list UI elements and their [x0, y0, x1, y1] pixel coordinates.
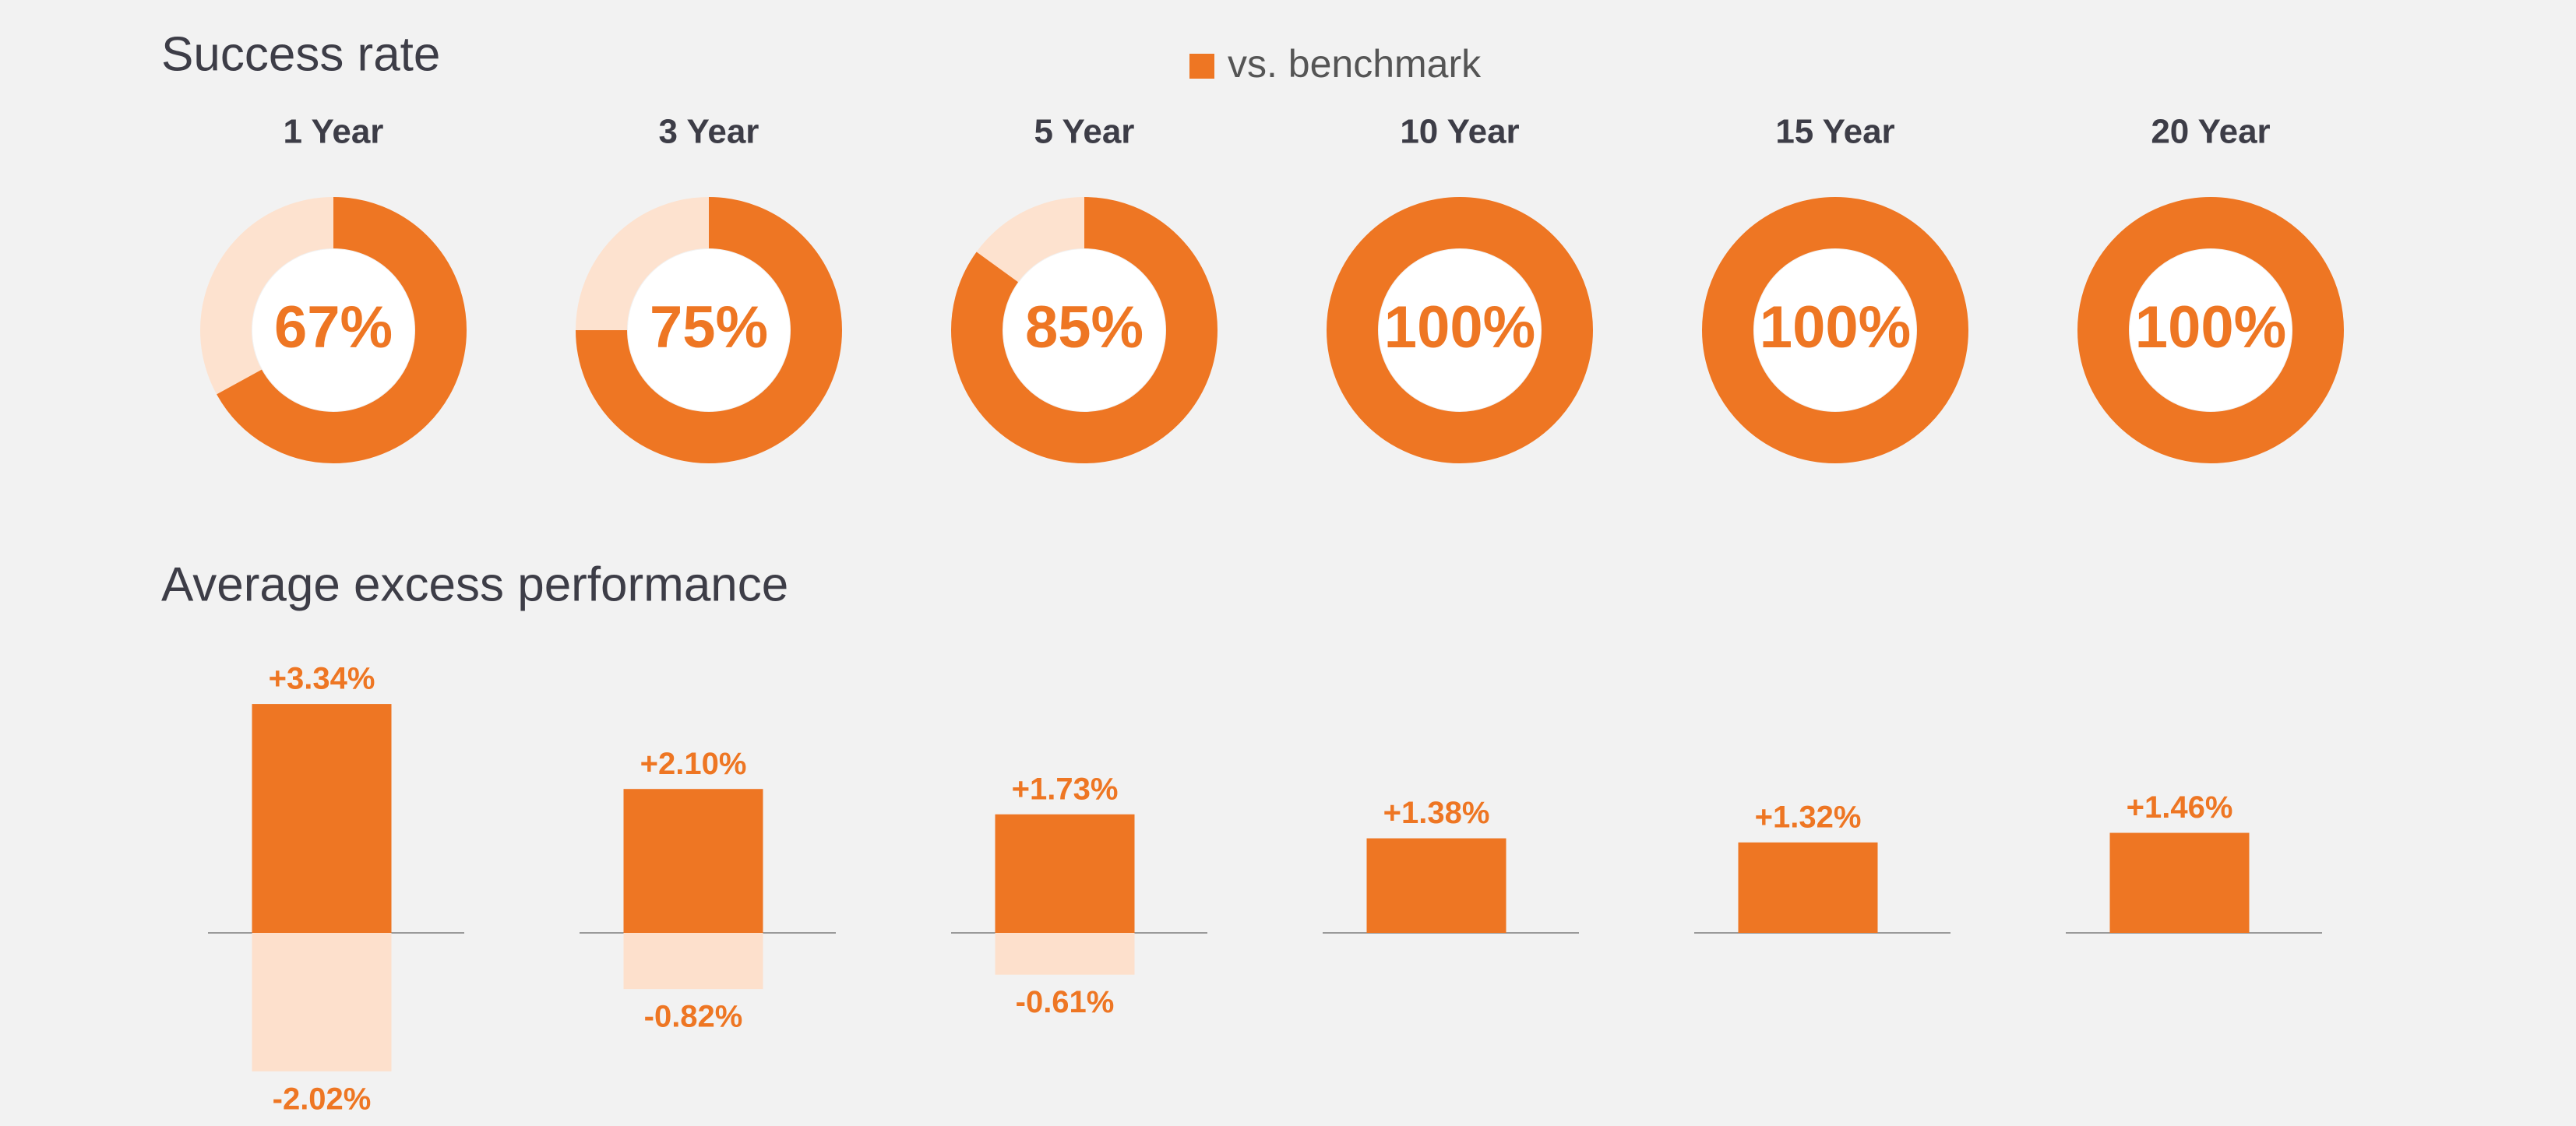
donut-label: 100% — [1384, 294, 1535, 361]
donut-label: 100% — [1760, 294, 1911, 361]
donut-hole — [628, 249, 790, 411]
donut-hole — [1754, 249, 1916, 411]
bar-label: +2.10% — [640, 747, 747, 781]
column-header: 10 Year — [1400, 113, 1519, 151]
bar — [252, 704, 392, 933]
donut-arc — [1702, 197, 1968, 463]
bar-label: -2.02% — [273, 1082, 372, 1116]
bar — [623, 789, 763, 933]
bar — [252, 933, 392, 1071]
column-header: 3 Year — [659, 113, 759, 151]
bar-label: +1.73% — [1012, 772, 1119, 806]
bar-label: +1.46% — [2127, 790, 2233, 825]
bar-label: -0.82% — [644, 1000, 743, 1034]
section-title: Average excess performance — [161, 558, 788, 611]
donut-arc — [951, 197, 1218, 463]
donut-hole — [1003, 249, 1165, 411]
bar — [623, 933, 763, 990]
donut-label: 85% — [1025, 294, 1144, 361]
donut-label: 100% — [2135, 294, 2286, 361]
section-title: Success rate — [161, 27, 440, 81]
donut-arc — [2077, 197, 2344, 463]
donut-arc — [576, 197, 842, 463]
donut-hole — [2130, 249, 2292, 411]
bar — [1366, 838, 1506, 933]
bar-label: -0.61% — [1016, 985, 1115, 1019]
bar-label: +1.38% — [1383, 796, 1490, 830]
column-header: 15 Year — [1775, 113, 1894, 151]
bar — [995, 933, 1135, 975]
donut-hole — [252, 249, 414, 411]
donut-arc — [1327, 197, 1593, 463]
donut-arc — [200, 197, 467, 463]
legend-label: vs. benchmark — [1228, 42, 1482, 86]
legend-swatch — [1189, 54, 1214, 79]
bar — [995, 814, 1135, 933]
column-header: 5 Year — [1034, 113, 1135, 151]
donut-label: 67% — [274, 294, 393, 361]
donut-label: 75% — [650, 294, 768, 361]
donut-hole — [1379, 249, 1541, 411]
column-header: 20 Year — [2151, 113, 2270, 151]
bar-label: +3.34% — [269, 662, 375, 696]
bar — [1738, 842, 1878, 933]
bar — [2109, 832, 2250, 933]
column-header: 1 Year — [284, 113, 384, 151]
bar-label: +1.32% — [1755, 800, 1862, 834]
